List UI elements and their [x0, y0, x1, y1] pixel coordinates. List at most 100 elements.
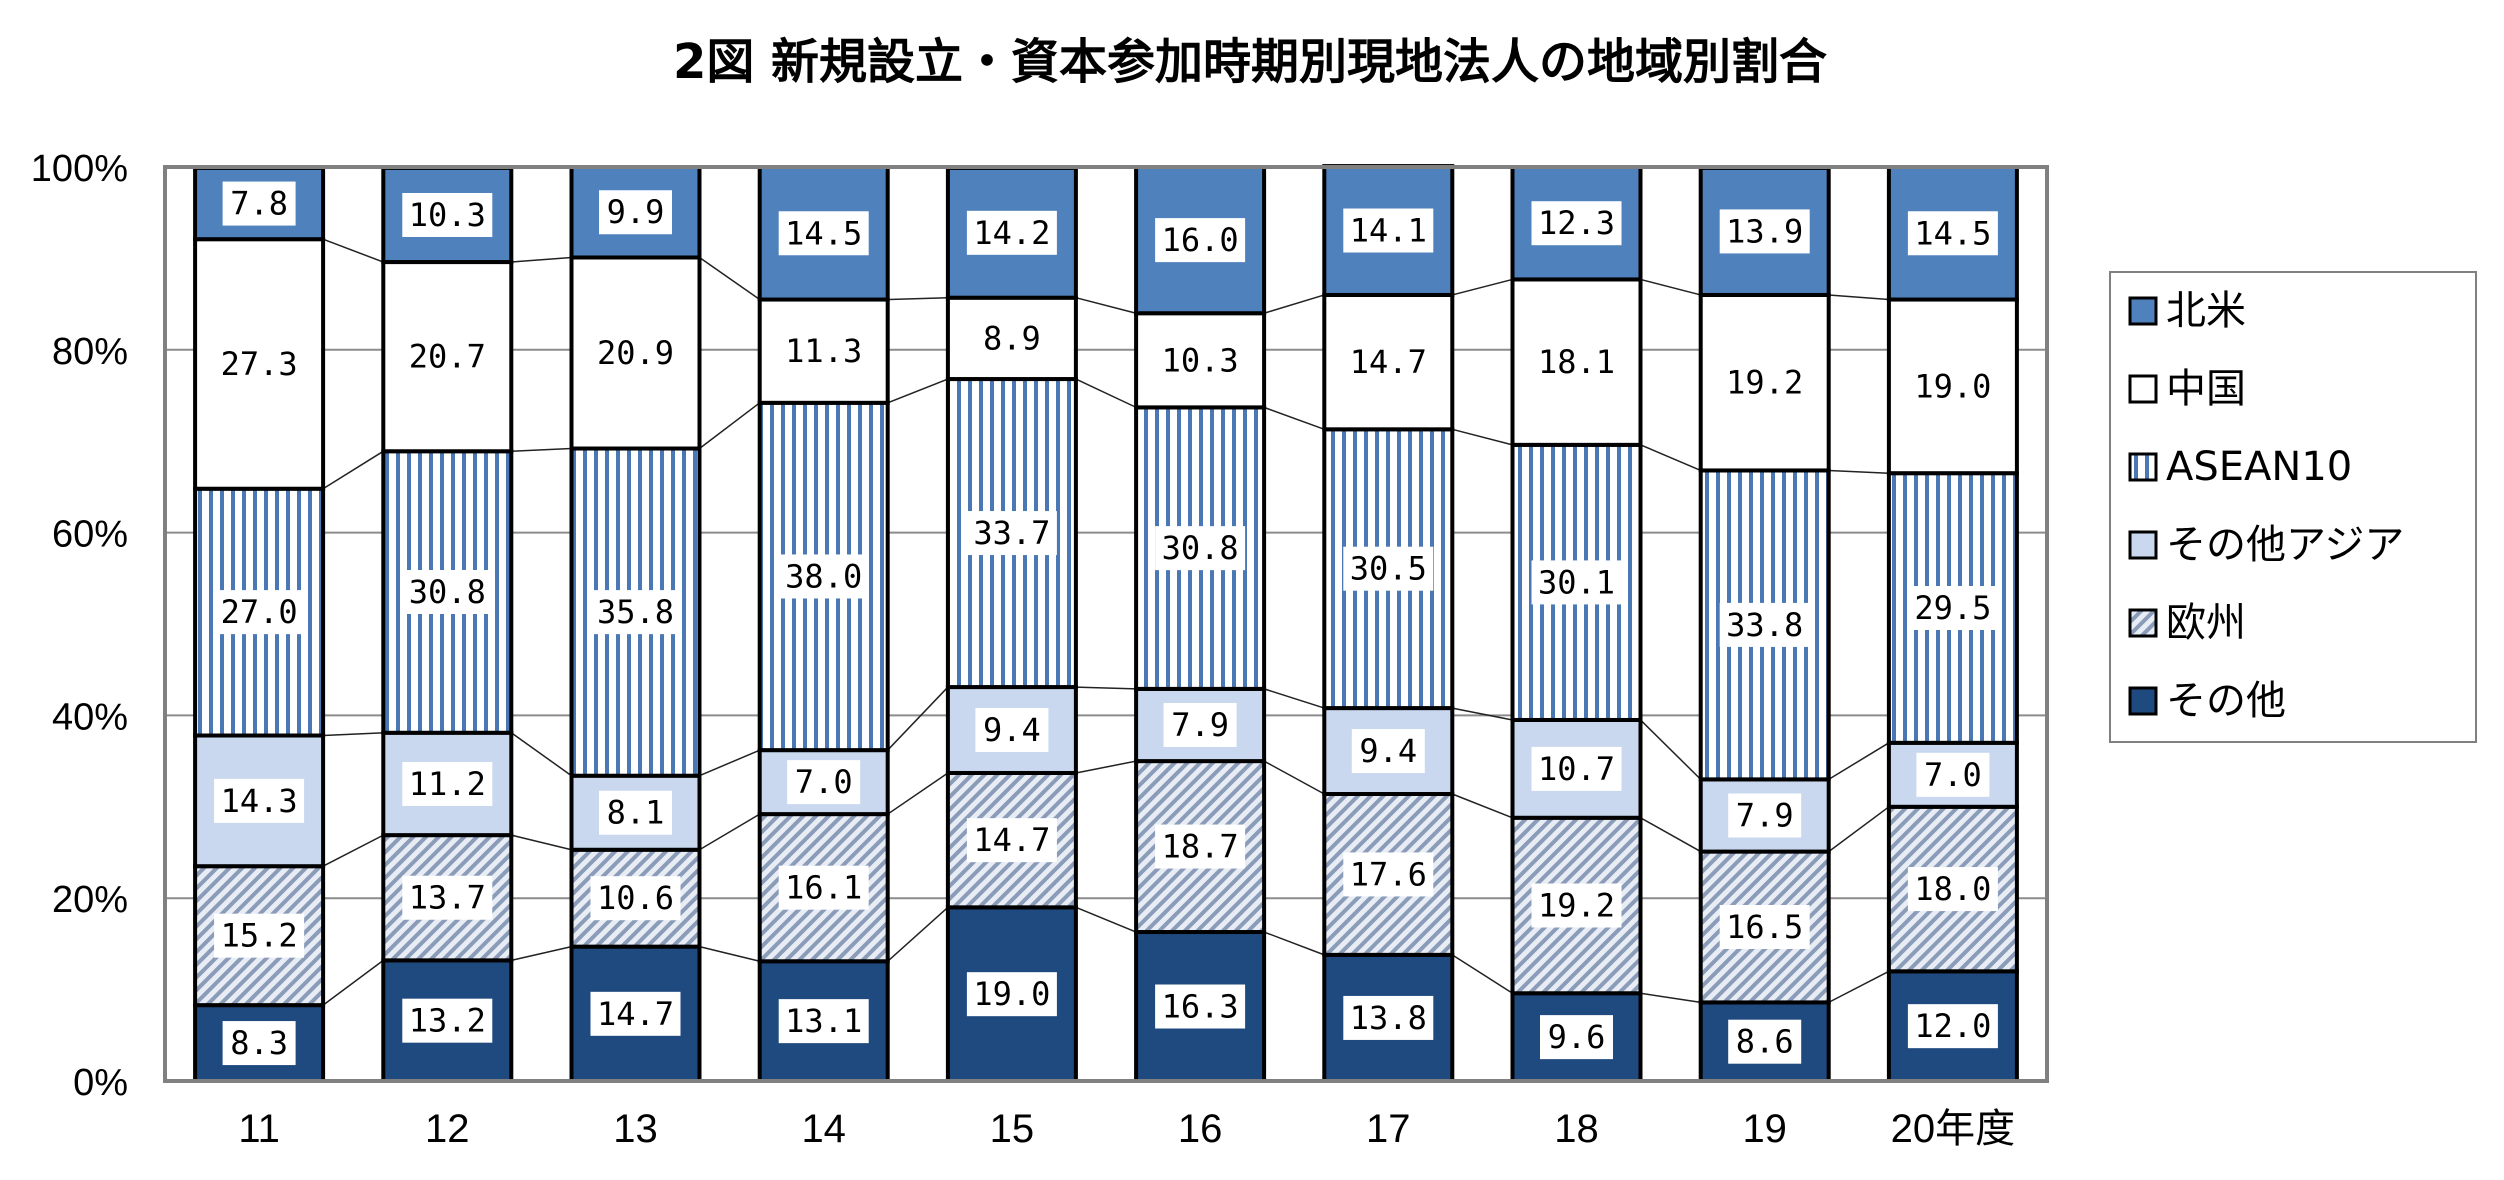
legend-label: 欧州 [2166, 600, 2246, 646]
legend-swatch [2128, 530, 2158, 560]
connector-line [1452, 428, 1513, 446]
connector-line [699, 813, 761, 851]
x-tick-label: 15 [990, 1107, 1035, 1151]
connector-line [1263, 688, 1325, 709]
data-label: 12.0 [1914, 1007, 1991, 1045]
x-axis-ticks: 11 12 13 14 15 16 17 18 19 20年度 [238, 1107, 2015, 1151]
connector-line [1639, 719, 1702, 780]
data-label: 10.7 [1538, 750, 1615, 788]
data-label-box [1540, 1015, 1613, 1060]
connector-line [322, 450, 384, 490]
connector-line [1452, 707, 1513, 721]
data-label-box [1155, 218, 1246, 263]
data-label: 17.6 [1350, 855, 1427, 893]
data-label-box [222, 181, 296, 226]
x-tick-label: 11 [238, 1107, 280, 1151]
connector-line [1640, 278, 1701, 296]
plot-area-frame [163, 165, 2049, 1083]
connector-line [699, 945, 760, 962]
data-label-box [1155, 526, 1246, 571]
data-label: 29.5 [1914, 589, 1991, 627]
segment-connector-lines [322, 238, 1890, 1006]
data-label-box [778, 865, 869, 910]
connector-line [1640, 992, 1701, 1004]
data-label-box [222, 1021, 296, 1066]
data-label-box [1907, 1004, 1998, 1049]
data-label-box [1907, 867, 1998, 912]
data-label: 16.0 [1162, 221, 1239, 259]
data-label: 33.7 [973, 514, 1050, 552]
data-label-box [1719, 209, 1810, 254]
data-label-box [214, 778, 305, 823]
data-label-box [1531, 883, 1622, 928]
connector-line [1451, 954, 1513, 994]
data-label-box [402, 570, 493, 615]
data-label: 13.7 [409, 879, 486, 917]
legend-label: 北米 [2166, 288, 2246, 334]
data-label: 14.1 [1350, 212, 1427, 250]
data-label-box [1163, 702, 1237, 747]
data-label-box [214, 341, 305, 386]
data-label: 9.4 [983, 711, 1041, 749]
legend-swatch [2128, 608, 2158, 638]
connector-line [510, 732, 572, 777]
y-axis-ticks: 0% 20% 40% 60% 80% 100% [31, 148, 128, 1104]
y-tick-label: 60% [52, 514, 128, 556]
data-label: 18.0 [1914, 870, 1991, 908]
data-label-box [599, 190, 672, 235]
data-label: 38.0 [785, 557, 862, 595]
data-label-box [966, 972, 1057, 1017]
data-label: 7.0 [1924, 756, 1982, 794]
data-label-box [1719, 904, 1810, 949]
data-label-box [402, 998, 493, 1043]
data-label: 14.3 [221, 782, 298, 820]
data-label-box [778, 211, 869, 256]
x-tick-label: 18 [1554, 1107, 1599, 1151]
data-label-box [778, 329, 869, 374]
data-label: 16.5 [1726, 908, 1803, 946]
data-label: 7.8 [230, 185, 288, 223]
connector-line [1263, 294, 1325, 314]
data-label: 30.8 [409, 573, 486, 611]
data-label-box [599, 790, 672, 835]
data-label-box [1531, 340, 1622, 385]
data-label: 19.2 [1538, 887, 1615, 925]
data-label-box [787, 760, 861, 805]
x-tick-label: 14 [801, 1107, 846, 1151]
connector-line [1075, 906, 1137, 933]
legend-swatch [2128, 452, 2158, 482]
connector-line [1075, 686, 1137, 690]
data-label-box [1907, 364, 1998, 409]
data-label-box [1343, 208, 1434, 253]
data-label: 14.5 [785, 214, 862, 252]
connector-line [322, 959, 384, 1006]
data-label: 10.3 [1162, 341, 1239, 379]
data-label: 9.9 [607, 193, 665, 231]
connector-line [1828, 469, 1889, 474]
data-label-box [590, 330, 681, 375]
data-label: 18.7 [1162, 828, 1239, 866]
legend-swatch [2128, 374, 2158, 404]
data-label: 27.3 [221, 345, 298, 383]
data-label-box [214, 913, 305, 958]
data-label: 16.3 [1162, 988, 1239, 1026]
y-tick-label: 100% [31, 148, 128, 190]
data-label-box [1155, 984, 1246, 1029]
data-label: 12.3 [1538, 204, 1615, 242]
data-label: 8.9 [983, 319, 1041, 357]
data-label: 13.8 [1350, 999, 1427, 1037]
connector-line [887, 686, 949, 751]
data-label: 14.7 [1350, 343, 1427, 381]
data-label: 14.2 [973, 214, 1050, 252]
legend-label: 中国 [2166, 366, 2246, 412]
data-label: 7.0 [795, 763, 853, 801]
data-label: 16.1 [785, 869, 862, 907]
data-label: 8.3 [230, 1024, 288, 1062]
data-label: 19.2 [1726, 364, 1803, 402]
data-label-box [1728, 1019, 1802, 1064]
connector-line [1452, 793, 1513, 819]
data-label-box [966, 818, 1057, 863]
data-label: 15.2 [221, 917, 298, 955]
data-label: 8.1 [607, 794, 665, 832]
